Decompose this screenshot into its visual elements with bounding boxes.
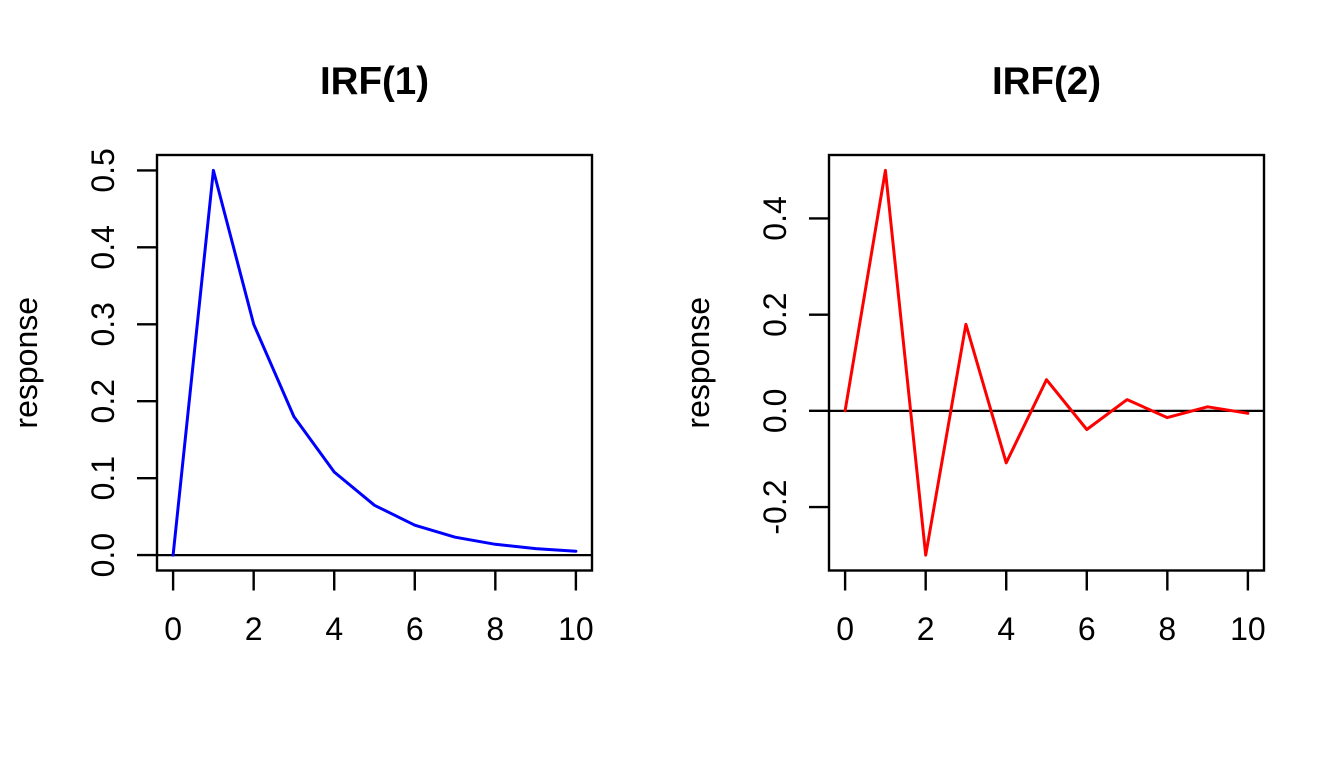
x-tick-label: 0: [836, 611, 854, 647]
data-line: [843, 168, 1250, 557]
x-tick-label: 4: [997, 611, 1015, 647]
irf2-plot: 0 2 4 6 8 10 -0.2 0.0 0.2 0.4 IRF(2) response: [680, 60, 1266, 647]
y-tick-label: 0.2: [85, 379, 121, 423]
irf1-plot: 0 2 4 6 8 10 0.0 0.1 0.2 0.3 0.4 0.5 IRF(1) response: [8, 60, 594, 647]
x-tick-label: 2: [917, 611, 935, 647]
x-tick-label: 2: [245, 611, 263, 647]
y-tick-label: 0.1: [85, 456, 121, 500]
plot-box: [155, 153, 594, 572]
x-tick-label: 6: [406, 611, 424, 647]
x-tick-label: 10: [1230, 611, 1266, 647]
x-tick-label: 8: [1158, 611, 1176, 647]
y-axis-label: response: [8, 297, 44, 429]
x-tick-label: 10: [558, 611, 594, 647]
x-tick-label: 0: [164, 611, 182, 647]
y-tick-label: 0.4: [757, 196, 793, 240]
plot-title: IRF(2): [992, 60, 1101, 103]
plot-box: [827, 153, 1266, 572]
panel-irf2: 0 2 4 6 8 10 -0.2 0.0 0.2 0.4 IRF(2) response: [672, 0, 1344, 768]
x-tick-label: 6: [1078, 611, 1096, 647]
x-tick-label: 8: [486, 611, 504, 647]
panel-irf1: 0 2 4 6 8 10 0.0 0.1 0.2 0.3 0.4 0.5 IRF(1) response: [8, 60, 594, 647]
y-axis-label: response: [680, 297, 716, 429]
y-tick-label: -0.2: [757, 479, 793, 534]
plot-title: IRF(1): [320, 60, 429, 103]
y-tick-label: 0.0: [85, 533, 121, 577]
y-tick-label: 0.4: [85, 225, 121, 269]
y-tick-label: 0.2: [757, 292, 793, 336]
data-line: [171, 168, 578, 557]
x-tick-label: 4: [325, 611, 343, 647]
y-tick-label: 0.3: [85, 302, 121, 346]
y-tick-label: 0.5: [85, 148, 121, 192]
y-tick-label: 0.0: [757, 389, 793, 433]
